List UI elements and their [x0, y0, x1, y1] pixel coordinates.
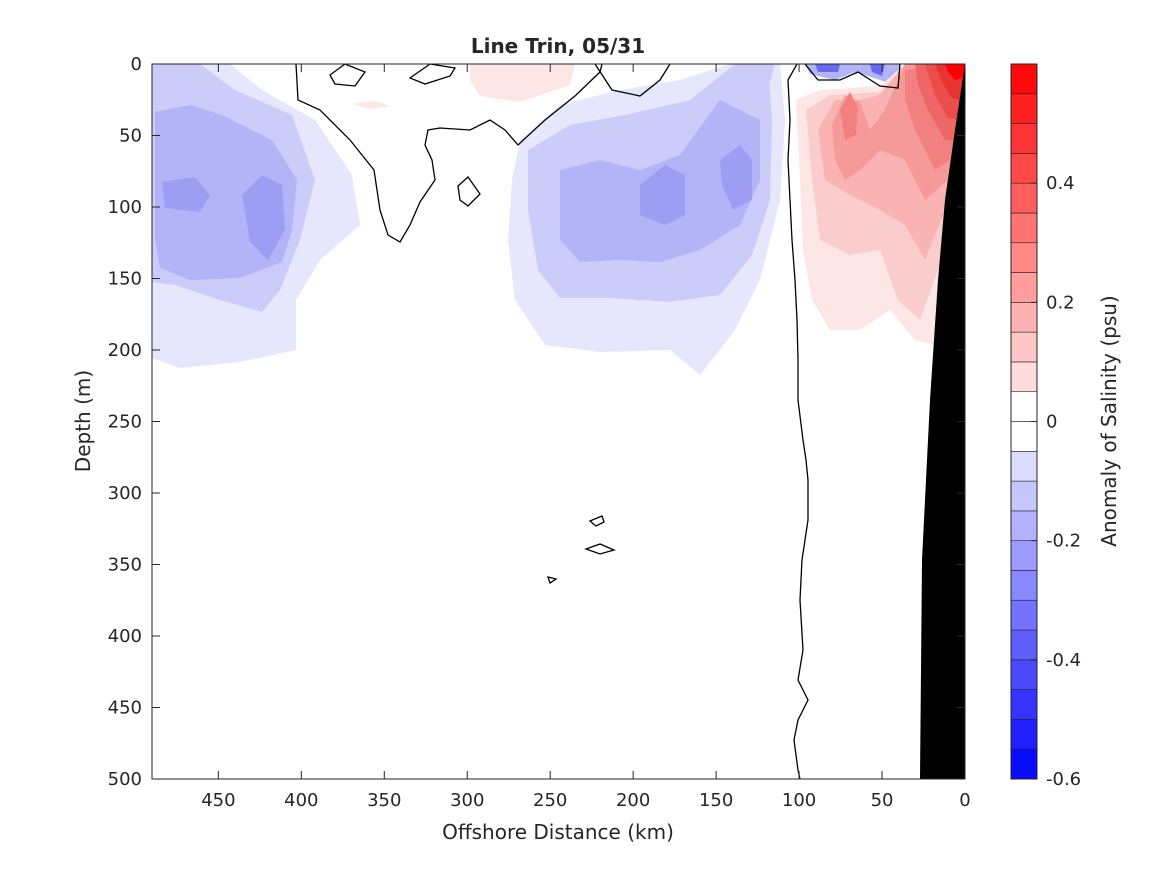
zero-contour-surface-negative	[804, 64, 901, 89]
y-tick-label: 350	[108, 555, 142, 576]
chart-title: Line Trin, 05/31	[471, 34, 645, 58]
colorbar-tick-label: 0	[1046, 412, 1057, 433]
zero-contour-island2	[408, 64, 457, 85]
colorbar-segment	[1010, 719, 1038, 750]
colorbar-label: Anomaly of Salinity (psu)	[1097, 295, 1121, 546]
x-tick-label: 0	[959, 790, 970, 811]
zero-contour-island5	[584, 543, 616, 555]
colorbar-segment	[1010, 629, 1038, 661]
colorbar-tick-label: 0.4	[1046, 173, 1075, 194]
x-tick-label: 100	[782, 790, 816, 811]
colorbar-segment	[1010, 302, 1038, 333]
negative-anomaly-mid-core	[640, 145, 752, 225]
negative-anomaly-surface-core	[815, 64, 885, 76]
colorbar-segment	[1010, 212, 1038, 244]
colorbar-segment	[1010, 93, 1038, 124]
colorbar-segment	[1010, 242, 1038, 273]
colorbar-segment	[1010, 659, 1038, 690]
bathymetry-mask	[920, 64, 965, 779]
y-tick-label: 450	[108, 698, 142, 719]
colorbar-segment	[1010, 63, 1038, 95]
zero-contour-island4	[588, 515, 605, 527]
colorbar-segment	[1010, 182, 1038, 214]
zero-contour-island3	[457, 176, 481, 207]
colorbar-tick-label: -0.2	[1046, 531, 1081, 552]
negative-anomaly-left-core	[162, 175, 285, 260]
colorbar-tick-label: 0.2	[1046, 292, 1075, 313]
x-tick-label: 350	[367, 790, 401, 811]
colorbar-tick-label: -0.4	[1046, 650, 1081, 671]
y-tick-label: 100	[108, 197, 142, 218]
y-tick-label: 150	[108, 269, 142, 290]
colorbar-segment	[1010, 153, 1038, 184]
x-tick-label: 250	[533, 790, 567, 811]
anomaly-fields	[152, 64, 965, 375]
y-tick-label: 400	[108, 626, 142, 647]
x-axis-label: Offshore Distance (km)	[442, 820, 674, 844]
y-tick-label: 250	[108, 412, 142, 433]
colorbar-segment	[1010, 361, 1038, 393]
y-tick-label: 300	[108, 483, 142, 504]
y-axis: 0 50 100 150 200 250 300 350 400 450 500	[108, 54, 965, 790]
zero-contour-island1	[329, 64, 367, 87]
zero-contour-left-tongue	[295, 64, 603, 243]
x-tick-label: 400	[284, 790, 318, 811]
positive-anomaly-tiny-patch	[352, 101, 390, 109]
colorbar-segment	[1010, 421, 1038, 452]
negative-anomaly-top-small	[735, 64, 775, 82]
zero-contour-shelf	[787, 64, 809, 779]
y-tick-label: 0	[131, 54, 142, 75]
colorbar-segment	[1010, 599, 1038, 631]
colorbar-segment	[1010, 540, 1038, 571]
positive-anomaly-core	[945, 64, 965, 80]
zero-contour-island6	[547, 576, 558, 585]
x-tick-label: 200	[616, 790, 650, 811]
x-tick-label: 150	[699, 790, 733, 811]
x-tick-label: 450	[201, 790, 235, 811]
colorbar-segment	[1010, 391, 1038, 422]
colorbar-segment	[1010, 123, 1038, 154]
colorbar-segment	[1010, 689, 1038, 720]
colorbar-segment	[1010, 570, 1038, 601]
y-tick-label: 500	[108, 769, 142, 790]
positive-anomaly-mid-surface	[470, 64, 575, 102]
y-tick-label: 50	[119, 126, 142, 147]
colorbar-segment	[1010, 450, 1038, 482]
x-tick-label: 50	[871, 790, 894, 811]
x-axis: 450 400 350 300 250 200 150 100 50 0	[201, 64, 971, 811]
colorbar-ticks: 0.4 0.2 0 -0.2 -0.4 -0.6	[1031, 173, 1081, 790]
colorbar	[1010, 63, 1038, 780]
colorbar-segment	[1010, 480, 1038, 512]
y-tick-label: 200	[108, 340, 142, 361]
colorbar-segment	[1010, 272, 1038, 303]
colorbar-segment	[1010, 331, 1038, 363]
colorbar-segment	[1010, 510, 1038, 541]
colorbar-segment	[1010, 748, 1038, 780]
y-axis-label: Depth (m)	[71, 370, 95, 472]
zero-contour-right-gap	[594, 64, 671, 97]
colorbar-tick-label: -0.6	[1046, 769, 1081, 790]
zero-contours	[295, 64, 901, 779]
x-tick-label: 300	[450, 790, 484, 811]
